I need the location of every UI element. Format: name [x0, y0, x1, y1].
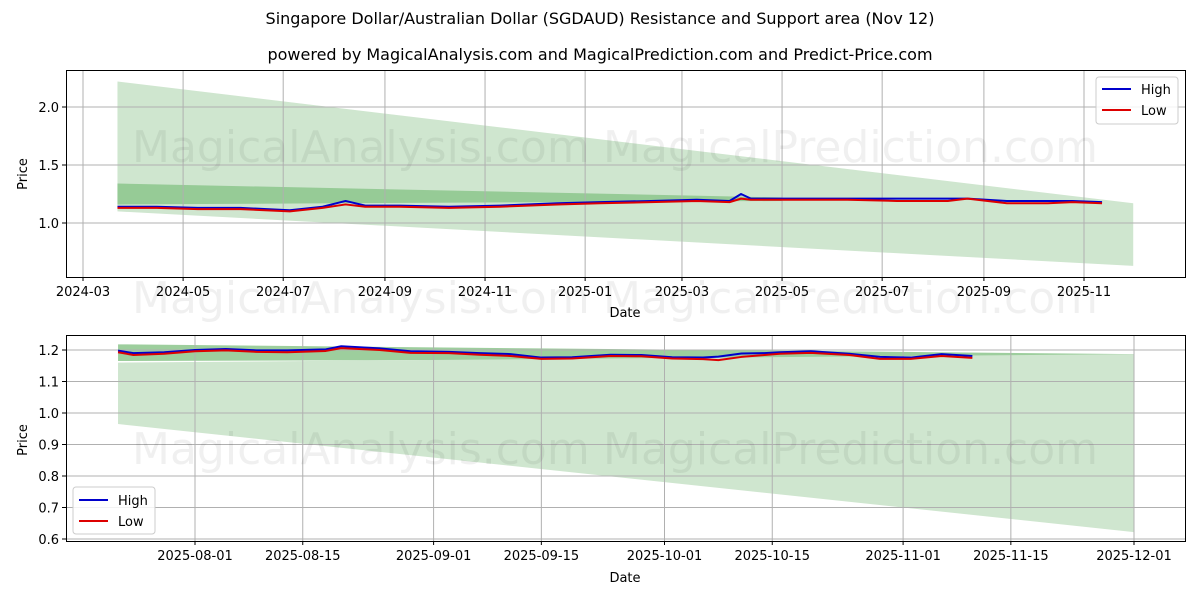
x-tick-label: 2025-11: [1057, 285, 1111, 300]
x-tick-label: 2025-11-15: [973, 549, 1049, 564]
x-tick-label: 2024-09: [358, 285, 412, 300]
bottom-chart: MagicalAnalysis.com MagicalPrediction.co…: [16, 335, 1186, 586]
y-tick-label: 1.1: [38, 376, 59, 391]
x-tick-label: 2024-07: [256, 285, 310, 300]
top-resistance-support-areas: [117, 81, 1134, 266]
legend-high-label: High: [1141, 83, 1171, 98]
watermark-top-left: MagicalAnalysis.com: [132, 122, 590, 173]
x-tick-label: 2024-11: [458, 285, 512, 300]
top-axis-ticks: 2024-03 2024-05 2024-07 2024-09 2024-11 2025-…: [38, 101, 1111, 300]
bottom-y-axis-label: Price: [16, 424, 31, 456]
chart-subtitle: powered by MagicalAnalysis.com and Magic…: [267, 45, 933, 64]
x-tick-label: 2025-09-15: [504, 549, 580, 564]
x-tick-label: 2025-05: [755, 285, 809, 300]
y-tick-label: 1.0: [38, 217, 59, 232]
top-x-axis-label: Date: [609, 306, 640, 321]
light-cone-area: [117, 81, 1134, 266]
x-tick-label: 2025-07: [855, 285, 909, 300]
legend-high-label: High: [118, 494, 148, 509]
top-gridlines: [66, 70, 1185, 277]
watermark-bottom-right: MagicalPrediction.com: [603, 424, 1098, 475]
y-tick-label: 2.0: [38, 101, 59, 116]
x-tick-label: 2025-12-01: [1096, 549, 1172, 564]
x-tick-label: 2025-09-01: [396, 549, 472, 564]
x-tick-label: 2025-08-15: [265, 549, 341, 564]
low-price-line: [117, 197, 1103, 213]
low-price-line: [117, 347, 973, 362]
watermark-mid-right: MagicalPrediction.com: [603, 273, 1098, 324]
top-plot-frame: [66, 70, 1186, 278]
x-tick-label: 2025-11-01: [865, 549, 941, 564]
high-price-line: [117, 345, 973, 359]
top-legend: High Low: [1095, 76, 1179, 125]
x-tick-label: 2024-03: [56, 285, 110, 300]
bottom-price-lines: [117, 345, 973, 362]
y-tick-label: 1.0: [38, 407, 59, 422]
y-tick-label: 0.6: [38, 533, 59, 548]
x-tick-label: 2025-09: [957, 285, 1011, 300]
y-tick-label: 0.7: [38, 502, 59, 517]
x-tick-label: 2024-05: [156, 285, 210, 300]
x-tick-label: 2025-01: [558, 285, 612, 300]
x-tick-label: 2025-08-01: [157, 549, 233, 564]
y-tick-label: 0.9: [38, 439, 59, 454]
watermark-top-right: MagicalPrediction.com: [603, 122, 1098, 173]
top-y-axis-label: Price: [16, 158, 31, 190]
chart-title: Singapore Dollar/Australian Dollar (SGDA…: [265, 9, 935, 28]
legend-low-label: Low: [1141, 104, 1167, 119]
light-cone-area: [118, 354, 1135, 533]
top-chart: MagicalAnalysis.com MagicalPrediction.co…: [16, 70, 1186, 324]
watermark-mid-left: MagicalAnalysis.com: [132, 273, 590, 324]
x-tick-label: 2025-10-01: [627, 549, 703, 564]
legend-low-label: Low: [118, 515, 144, 530]
bottom-plot-frame: [66, 335, 1186, 542]
bottom-legend: High Low: [72, 486, 156, 535]
top-price-lines: [117, 193, 1103, 213]
y-tick-label: 1.5: [38, 159, 59, 174]
y-tick-label: 0.8: [38, 470, 59, 485]
y-tick-label: 1.2: [38, 344, 59, 359]
bottom-axis-ticks: 2025-08-01 2025-08-15 2025-09-01 2025-09-15…: [38, 344, 1171, 564]
x-tick-label: 2025-03: [655, 285, 709, 300]
x-tick-label: 2025-10-15: [734, 549, 810, 564]
watermark-bottom-left: MagicalAnalysis.com: [132, 424, 590, 475]
bottom-x-axis-label: Date: [609, 571, 640, 586]
